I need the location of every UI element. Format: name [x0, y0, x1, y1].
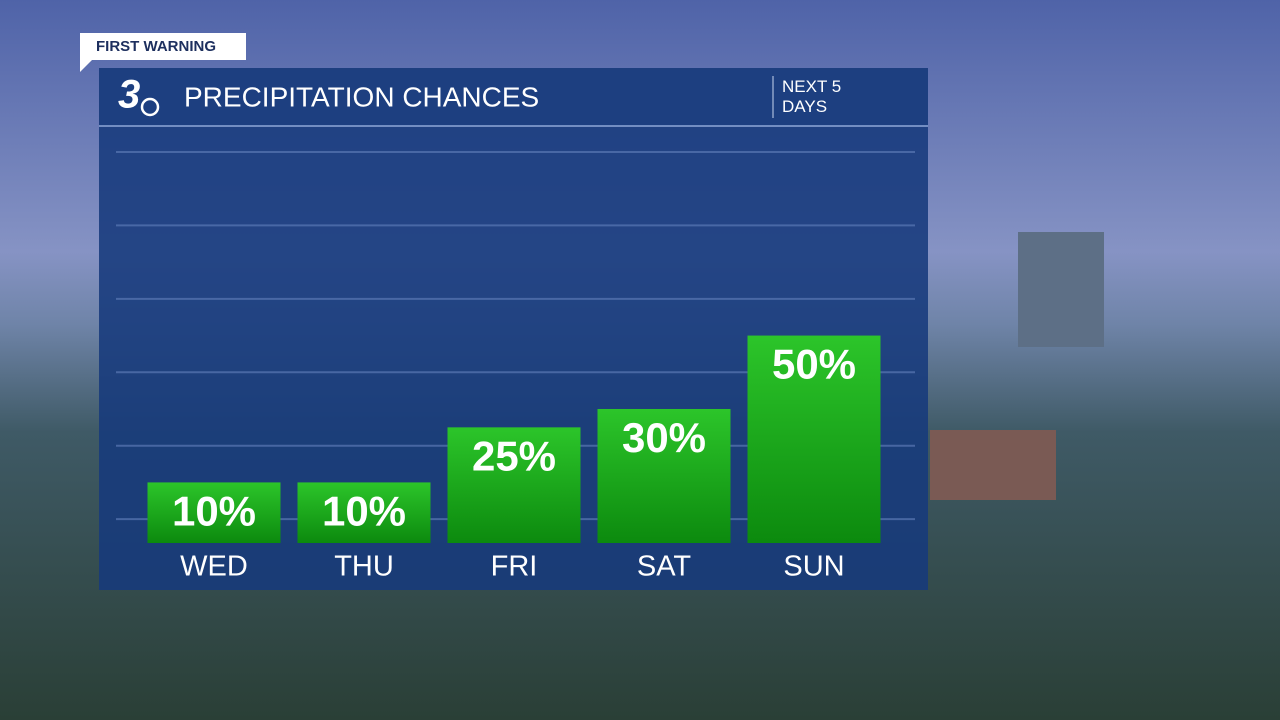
bar: [747, 335, 881, 543]
x-tick-label: FRI: [491, 551, 538, 583]
logo: 3: [118, 73, 140, 117]
x-tick-label: SAT: [637, 551, 692, 583]
building: [930, 430, 1056, 500]
chart-title: PRECIPITATION CHANCES: [184, 81, 539, 112]
bar: [597, 408, 731, 543]
building: [1018, 232, 1104, 347]
logo-eye: [140, 97, 160, 117]
value-label: 50%: [772, 341, 856, 388]
x-tick-label: SUN: [783, 551, 844, 583]
header: [99, 68, 928, 126]
x-tick-label: THU: [334, 551, 394, 583]
banner-tail: [80, 60, 92, 72]
bar: [147, 482, 281, 543]
subtitle: NEXT 5 DAYS: [782, 77, 842, 116]
value-label: 10%: [172, 488, 256, 535]
value-label: 30%: [622, 414, 706, 461]
x-tick-label: WED: [180, 551, 248, 583]
bar: [447, 427, 581, 543]
value-label: 10%: [322, 488, 406, 535]
banner: FIRST WARNING: [96, 38, 216, 55]
value-label: 25%: [472, 432, 556, 479]
bar: [297, 482, 431, 543]
banner-box: [80, 33, 246, 60]
